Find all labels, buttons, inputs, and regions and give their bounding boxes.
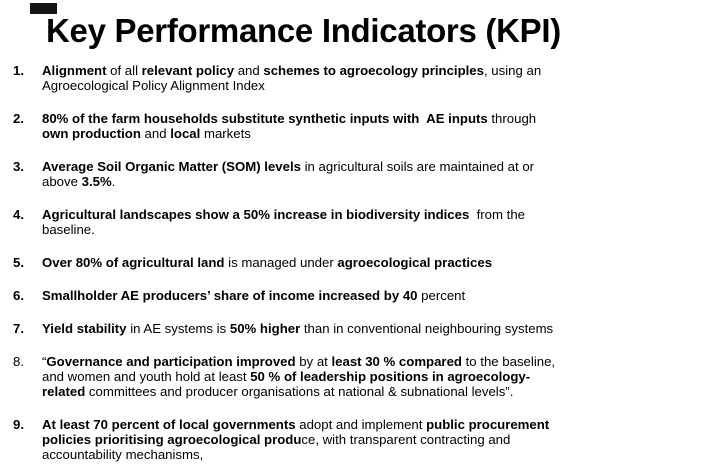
- text-run: adopt and implement: [295, 417, 427, 432]
- item-number: 3.: [13, 159, 24, 174]
- item-number: 4.: [13, 207, 24, 222]
- corner-mark: [30, 3, 57, 14]
- list-item: 6. Smallholder AE producers’ share of inc…: [0, 288, 704, 303]
- item-text: Average Soil Organic Matter (SOM) levels…: [42, 159, 534, 189]
- list-item: 4. Agricultural landscapes show a 50% inc…: [0, 207, 704, 237]
- text-run: from the baseline.: [42, 207, 525, 237]
- item-text: Yield stability in AE systems is 50% hig…: [42, 321, 553, 336]
- text-run: At least 70 percent of local governments: [42, 417, 296, 432]
- text-run: Agricultural landscapes show a 50% incre…: [42, 207, 470, 222]
- text-run: own production: [42, 126, 141, 141]
- text-run: Yield stability: [42, 321, 127, 336]
- text-run: , using an Agroecological Policy Alignme…: [42, 63, 542, 93]
- text-run: 3.5%: [81, 174, 112, 189]
- text-run: markets: [200, 126, 251, 141]
- text-run: of all: [106, 63, 142, 78]
- text-run: in AE systems is: [126, 321, 230, 336]
- list-item: 8. “Governance and participation improved…: [0, 354, 704, 399]
- text-run: in agricultural soils are maintained at …: [42, 159, 535, 189]
- text-run: “: [42, 354, 47, 369]
- item-number: 5.: [13, 255, 24, 270]
- text-run: percent: [417, 288, 466, 303]
- list-item: 1. Alignment of all relevant policy and s…: [0, 63, 704, 93]
- item-number: 6.: [13, 288, 24, 303]
- item-text: Agricultural landscapes show a 50% incre…: [42, 207, 525, 237]
- item-number: 7.: [13, 321, 24, 336]
- item-number: 1.: [13, 63, 24, 78]
- text-run: ce, with transparent contracting and acc…: [42, 432, 511, 462]
- text-run: to the baseline, and women and youth hol…: [42, 354, 556, 384]
- text-run: than in conventional neighbouring system…: [300, 321, 554, 336]
- text-run: least 30 % compared: [331, 354, 462, 369]
- text-run: and: [140, 126, 171, 141]
- list-item: 7. Yield stability in AE systems is 50% h…: [0, 321, 704, 336]
- text-run: agroecological practices: [337, 255, 493, 270]
- item-number: 9.: [13, 417, 24, 432]
- text-run: 50% higher: [229, 321, 301, 336]
- text-run: schemes to agroecology principles: [263, 63, 484, 78]
- text-run: public procurement policies prioritising…: [42, 417, 550, 447]
- kpi-list: 1. Alignment of all relevant policy and s…: [0, 63, 704, 462]
- text-run: 80% of the farm households substitute sy…: [42, 111, 488, 126]
- text-run: is managed under: [224, 255, 338, 270]
- page-title: Key Performance Indicators (KPI): [46, 12, 561, 49]
- item-number: 8.: [13, 354, 24, 369]
- item-text: Over 80% of agricultural land is managed…: [42, 255, 492, 270]
- text-run: and: [234, 63, 264, 78]
- list-item: 9. At least 70 percent of local governmen…: [0, 417, 704, 462]
- text-run: by at: [295, 354, 332, 369]
- text-run: Smallholder AE producers’ share of incom…: [42, 288, 418, 303]
- list-item: 2. 80% of the farm households substitute …: [0, 111, 704, 141]
- text-run: local: [170, 126, 201, 141]
- list-item: 3. Average Soil Organic Matter (SOM) leve…: [0, 159, 704, 189]
- item-text: “Governance and participation improved b…: [42, 354, 555, 399]
- text-run: committees and producer organisations at…: [85, 384, 514, 399]
- item-text: 80% of the farm households substitute sy…: [42, 111, 536, 141]
- item-text: Alignment of all relevant policy and sch…: [42, 63, 541, 93]
- text-run: Average Soil Organic Matter (SOM) levels: [42, 159, 301, 174]
- text-run: Over 80% of agricultural land: [42, 255, 225, 270]
- text-run: 50 % of leadership positions in agroecol…: [42, 369, 531, 399]
- text-run: Governance and participation improved: [46, 354, 296, 369]
- text-run: relevant policy: [141, 63, 235, 78]
- item-text: At least 70 percent of local governments…: [42, 417, 549, 462]
- item-number: 2.: [13, 111, 24, 126]
- text-run: .: [111, 174, 116, 189]
- text-run: through: [491, 111, 537, 126]
- list-item: 5. Over 80% of agricultural land is manag…: [0, 255, 704, 270]
- text-run: Alignment: [42, 63, 107, 78]
- item-text: Smallholder AE producers’ share of incom…: [42, 288, 465, 303]
